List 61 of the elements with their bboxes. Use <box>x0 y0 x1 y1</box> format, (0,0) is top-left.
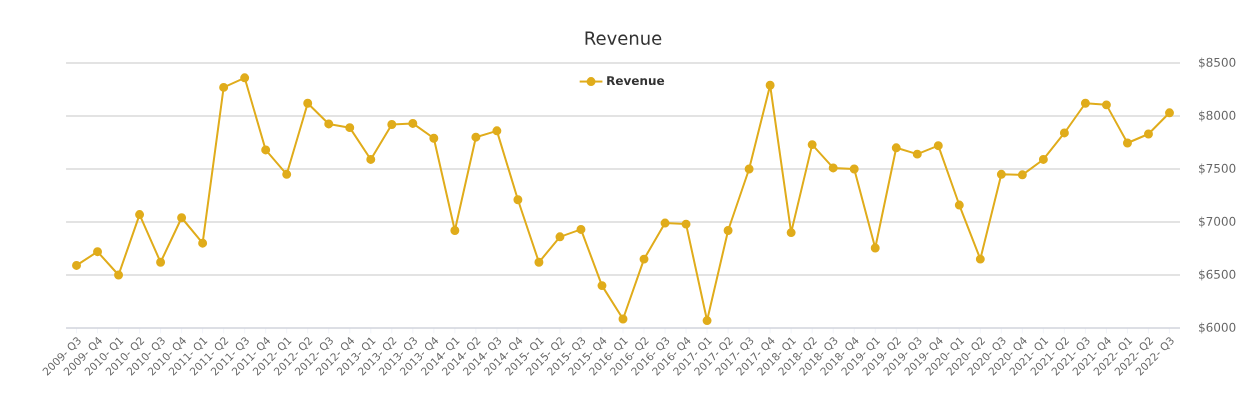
point <box>114 270 124 280</box>
point <box>786 228 796 238</box>
point <box>156 257 166 267</box>
point <box>597 281 607 291</box>
legend-label: Revenue <box>607 76 665 86</box>
point <box>681 219 691 229</box>
chart-title: Revenue <box>585 31 662 45</box>
point <box>1017 170 1027 180</box>
point <box>261 145 271 155</box>
point <box>849 164 859 174</box>
point <box>324 119 334 129</box>
point <box>93 247 102 257</box>
point <box>513 195 523 205</box>
point <box>471 132 481 142</box>
point <box>828 163 838 173</box>
point <box>576 224 586 234</box>
point <box>1080 98 1090 108</box>
point <box>618 314 628 324</box>
point <box>366 154 376 164</box>
point <box>387 120 397 129</box>
point <box>807 140 817 150</box>
point <box>954 200 964 210</box>
point <box>408 118 418 128</box>
point <box>723 226 733 235</box>
point <box>282 169 292 179</box>
point <box>219 82 229 92</box>
point <box>702 316 712 326</box>
y-tick-label: $7500 <box>1199 163 1236 175</box>
point <box>1122 138 1132 148</box>
point <box>1101 100 1111 110</box>
point <box>660 218 670 228</box>
point <box>744 164 754 174</box>
point <box>429 133 439 143</box>
point <box>450 226 460 235</box>
point <box>639 254 649 264</box>
point <box>975 254 985 264</box>
point <box>198 238 208 248</box>
y-tick-label: $7000 <box>1199 216 1236 228</box>
point <box>1038 154 1048 164</box>
point <box>135 210 145 220</box>
point <box>345 123 355 133</box>
point <box>912 149 922 159</box>
point <box>303 98 313 108</box>
point <box>1059 128 1069 138</box>
point <box>177 213 187 223</box>
point <box>1144 129 1153 139</box>
point <box>240 73 250 83</box>
point <box>555 232 565 242</box>
point <box>534 257 544 267</box>
y-tick-label: $6500 <box>1199 269 1236 281</box>
point <box>765 80 775 90</box>
point <box>933 141 943 151</box>
y-tick-label: $8500 <box>1199 57 1236 69</box>
point <box>72 260 81 270</box>
y-tick-label: $8000 <box>1199 110 1236 122</box>
point <box>996 169 1006 179</box>
point <box>870 243 880 253</box>
point <box>891 143 901 153</box>
point <box>492 126 502 136</box>
point <box>1165 108 1174 118</box>
y-tick-label: $6000 <box>1199 322 1236 334</box>
